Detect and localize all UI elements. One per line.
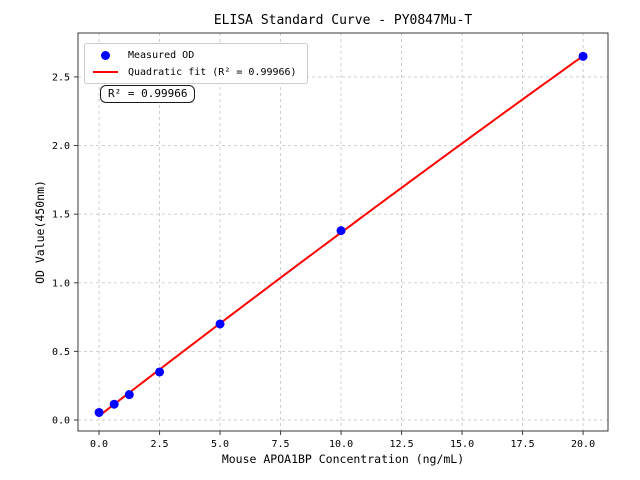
y-tick-label: 1.5 (52, 210, 70, 221)
data-point (578, 51, 588, 61)
quadratic-fit-line (98, 54, 585, 417)
data-point (124, 390, 134, 400)
data-point (215, 319, 225, 329)
plot-border (77, 32, 609, 432)
y-axis-label: OD Value(450nm) (33, 180, 47, 284)
data-point (109, 399, 119, 409)
x-tick-label: 17.5 (511, 439, 535, 450)
legend: Measured OD Quadratic fit (R² = 0.99966) (84, 43, 308, 84)
x-tick-label: 7.5 (272, 439, 290, 450)
r-squared-annotation: R² = 0.99966 (100, 85, 196, 103)
data-point (336, 226, 346, 236)
x-tick-label: 20.0 (571, 439, 595, 450)
x-tick-label: 10.0 (329, 439, 353, 450)
x-tick-label: 12.5 (390, 439, 414, 450)
data-point (94, 407, 104, 417)
legend-entry-quadratic-fit: Quadratic fit (R² = 0.99966) (92, 66, 297, 78)
x-axis-label: Mouse APOA1BP Concentration (ng/mL) (221, 452, 465, 466)
x-tick-label: 5.0 (211, 439, 229, 450)
x-tick-label: 0.0 (90, 439, 108, 450)
legend-label-measured-od: Measured OD (128, 49, 195, 61)
y-tick-label: 0.0 (52, 416, 70, 427)
x-tick-label: 2.5 (151, 439, 169, 450)
chart-title: ELISA Standard Curve - PY0847Mu-T (213, 13, 473, 28)
legend-line-icon (92, 70, 118, 74)
data-point (155, 367, 165, 377)
legend-dot-icon (92, 50, 118, 60)
y-tick-label: 1.0 (52, 278, 70, 289)
y-tick-label: 2.0 (52, 141, 70, 152)
y-tick-label: 2.5 (52, 72, 70, 83)
legend-entry-measured-od: Measured OD (92, 49, 297, 61)
x-tick-label: 15.0 (450, 439, 474, 450)
legend-label-quadratic-fit: Quadratic fit (R² = 0.99966) (128, 66, 297, 78)
y-tick-label: 0.5 (52, 347, 70, 358)
